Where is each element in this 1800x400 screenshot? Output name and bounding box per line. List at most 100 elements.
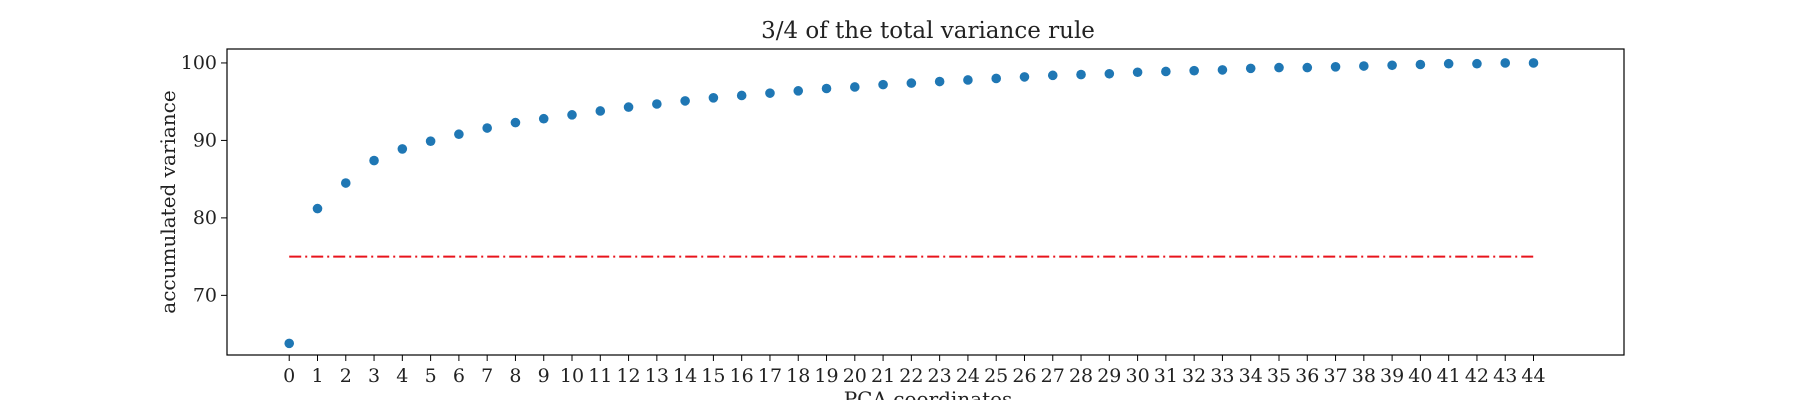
x-tick-label: 20 <box>843 365 867 387</box>
data-point <box>1359 61 1369 71</box>
data-point <box>1161 66 1171 77</box>
x-tick-label: 38 <box>1352 365 1376 387</box>
data-point <box>736 90 747 101</box>
data-point <box>1472 58 1482 69</box>
data-point <box>1047 70 1058 81</box>
data-point <box>765 88 775 98</box>
y-tick-label: 100 <box>181 52 217 74</box>
x-tick-label: 8 <box>509 365 521 387</box>
x-tick-label: 7 <box>481 365 493 387</box>
x-tick-label: 31 <box>1154 365 1178 387</box>
x-tick-label: 40 <box>1408 365 1432 387</box>
data-point <box>906 78 917 88</box>
data-point <box>1443 58 1454 69</box>
data-point <box>821 83 832 94</box>
data-point <box>1189 65 1199 76</box>
x-tick-label: 29 <box>1097 365 1121 387</box>
y-tick-label: 80 <box>193 207 217 229</box>
data-point <box>1104 68 1115 79</box>
data-point <box>1274 62 1284 73</box>
data-point <box>1302 62 1313 73</box>
y-tick-label: 90 <box>193 129 217 151</box>
x-tick-label: 13 <box>645 365 669 387</box>
x-tick-label: 12 <box>616 365 640 387</box>
x-tick-label: 9 <box>538 365 550 387</box>
x-tick-label: 28 <box>1069 365 1093 387</box>
data-point <box>482 123 492 133</box>
x-tick-label: 34 <box>1239 365 1263 387</box>
x-tick-label: 1 <box>311 365 323 387</box>
data-point <box>397 144 408 154</box>
x-tick-label: 26 <box>1012 365 1036 387</box>
x-tick-label: 18 <box>786 365 810 387</box>
x-tick-label: 6 <box>453 365 465 387</box>
data-point <box>595 106 606 116</box>
x-axis: 0 1 2 3 4 5 6 7 8 9 10 11 12 13 14 15 16 17 18 19 20 21 22 23 24… <box>283 355 1546 387</box>
data-point <box>963 75 973 85</box>
data-point <box>567 110 577 120</box>
x-tick-label: 14 <box>673 365 697 387</box>
x-tick-label: 3 <box>368 365 380 387</box>
data-point <box>708 93 719 103</box>
x-tick-label: 30 <box>1126 365 1150 387</box>
data-point <box>1415 59 1426 70</box>
x-tick-label: 21 <box>871 365 895 387</box>
x-tick-label: 23 <box>928 365 952 387</box>
points-layer <box>284 58 1539 349</box>
data-point <box>1245 63 1256 74</box>
data-point <box>850 82 860 92</box>
y-tick-label: 70 <box>193 284 217 306</box>
y-axis-label: accumulated variance <box>156 90 180 313</box>
x-tick-label: 5 <box>425 365 437 387</box>
x-tick-label: 35 <box>1267 365 1291 387</box>
data-point <box>425 136 436 146</box>
data-point <box>454 129 464 140</box>
x-tick-label: 41 <box>1437 365 1461 387</box>
data-point <box>1132 67 1143 78</box>
x-tick-label: 11 <box>588 365 612 387</box>
data-point <box>934 76 945 87</box>
x-tick-label: 36 <box>1295 365 1319 387</box>
data-point <box>793 86 804 96</box>
data-point <box>878 79 888 90</box>
chart-title: 3/4 of the total variance rule <box>761 18 1095 44</box>
y-axis: 70 80 90 100 <box>181 52 227 306</box>
data-point <box>340 178 351 188</box>
data-point <box>538 113 549 124</box>
data-point <box>510 117 521 128</box>
data-point <box>369 155 379 166</box>
data-point <box>991 73 1001 84</box>
data-point <box>1330 62 1341 72</box>
x-tick-label: 32 <box>1182 365 1206 387</box>
x-tick-label: 4 <box>396 365 408 387</box>
x-tick-label: 24 <box>956 365 980 387</box>
data-point <box>1217 65 1228 75</box>
x-tick-label: 27 <box>1041 365 1065 387</box>
plot-frame <box>226 48 1625 356</box>
x-tick-label: 16 <box>730 365 754 387</box>
x-tick-label: 25 <box>984 365 1008 387</box>
data-point <box>312 203 323 214</box>
x-tick-label: 42 <box>1465 365 1489 387</box>
x-tick-label: 44 <box>1521 365 1545 387</box>
data-point <box>1528 58 1539 68</box>
data-point <box>1019 72 1030 82</box>
data-point <box>680 96 690 106</box>
data-point <box>1387 60 1397 71</box>
x-tick-label: 33 <box>1210 365 1234 387</box>
x-tick-label: 2 <box>340 365 352 387</box>
x-tick-label: 43 <box>1493 365 1517 387</box>
x-tick-label: 17 <box>758 365 782 387</box>
data-point <box>284 338 295 349</box>
x-tick-label: 15 <box>701 365 725 387</box>
data-point <box>1500 58 1511 68</box>
data-point <box>1076 69 1086 80</box>
x-tick-label: 10 <box>560 365 584 387</box>
x-tick-label: 19 <box>814 365 838 387</box>
x-tick-label: 39 <box>1380 365 1404 387</box>
x-tick-label: 22 <box>899 365 923 387</box>
x-tick-label: 0 <box>283 365 295 387</box>
data-point <box>623 102 634 112</box>
